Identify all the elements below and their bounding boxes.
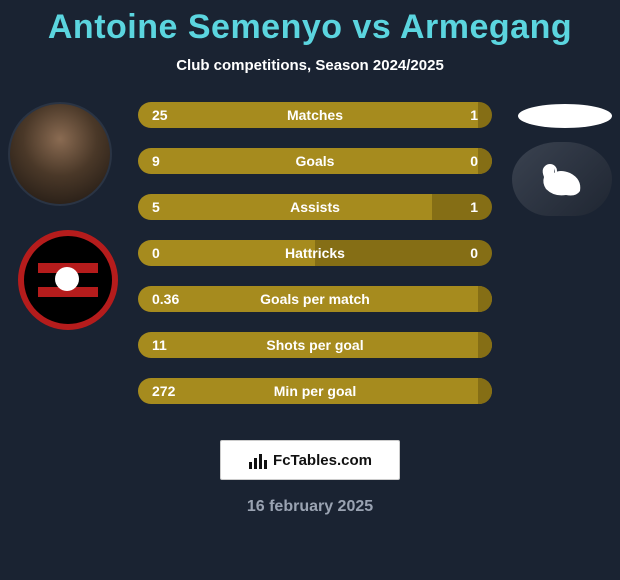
- site-name: FcTables.com: [273, 452, 372, 469]
- stat-value-player1: 0: [138, 240, 315, 266]
- stat-value-player2: 1: [432, 194, 492, 220]
- site-badge: FcTables.com: [220, 440, 400, 480]
- stat-value-player2: [478, 332, 492, 358]
- page-title: Antoine Semenyo vs Armegang: [0, 8, 620, 47]
- stat-bars: 251Matches 90Goals 51Assists 00Hattricks 0.3…: [138, 102, 492, 424]
- chart-bars-icon: [248, 450, 268, 470]
- stat-value-player2: 1: [478, 102, 492, 128]
- date-label: 16 february 2025: [0, 498, 620, 516]
- stat-value-player2: 0: [478, 148, 492, 174]
- stat-value-player2: [478, 378, 492, 404]
- stat-bar-row: 00Hattricks: [138, 240, 492, 266]
- player1-avatar: [8, 102, 112, 206]
- stat-value-player2: 0: [315, 240, 492, 266]
- stat-bar-row: 51Assists: [138, 194, 492, 220]
- stat-value-player1: 25: [138, 102, 478, 128]
- stat-bar-row: 90Goals: [138, 148, 492, 174]
- stat-bar-row: 272Min per goal: [138, 378, 492, 404]
- content-container: Antoine Semenyo vs Armegang Club competi…: [0, 0, 620, 580]
- stat-value-player1: 5: [138, 194, 432, 220]
- stat-bar-row: 0.36Goals per match: [138, 286, 492, 312]
- player2-club-badge: [512, 142, 612, 216]
- stat-value-player1: 0.36: [138, 286, 492, 312]
- player1-club-badge: [18, 230, 118, 330]
- comparison-area: 251Matches 90Goals 51Assists 00Hattricks 0.3…: [0, 102, 620, 422]
- stat-bar-row: 251Matches: [138, 102, 492, 128]
- stat-value-player1: 11: [138, 332, 492, 358]
- club-badge-inner: [33, 245, 103, 315]
- stat-value-player2: [478, 286, 492, 312]
- stat-value-player1: 272: [138, 378, 492, 404]
- player2-avatar-placeholder: [518, 104, 612, 128]
- subtitle: Club competitions, Season 2024/2025: [0, 57, 620, 74]
- ram-icon: [532, 157, 592, 201]
- stat-value-player1: 9: [138, 148, 492, 174]
- avatar-circle: [8, 102, 112, 206]
- stat-bar-row: 11Shots per goal: [138, 332, 492, 358]
